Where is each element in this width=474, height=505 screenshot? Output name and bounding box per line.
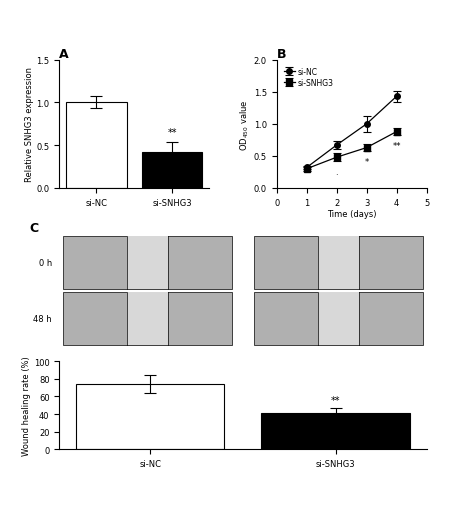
FancyBboxPatch shape [127, 292, 168, 345]
Text: B: B [277, 47, 286, 61]
FancyBboxPatch shape [63, 236, 232, 289]
FancyBboxPatch shape [63, 292, 232, 345]
Text: 48 h: 48 h [33, 314, 52, 323]
Text: *: * [365, 158, 369, 167]
Y-axis label: Relative SNHG3 expression: Relative SNHG3 expression [25, 67, 34, 182]
Legend: si-NC, si-SNHG3: si-NC, si-SNHG3 [281, 65, 337, 91]
Text: A: A [59, 47, 69, 61]
Text: **: ** [167, 127, 177, 137]
Text: **: ** [392, 142, 401, 151]
Text: .: . [335, 168, 338, 177]
X-axis label: Time (days): Time (days) [327, 210, 376, 219]
Text: 0 h: 0 h [39, 258, 52, 267]
Bar [262, 414, 410, 449]
Text: C: C [30, 222, 39, 235]
FancyBboxPatch shape [318, 236, 359, 289]
FancyBboxPatch shape [254, 236, 423, 289]
Y-axis label: OD$_{450}$ value: OD$_{450}$ value [238, 99, 251, 150]
Bar [142, 153, 202, 188]
FancyBboxPatch shape [318, 292, 359, 345]
FancyBboxPatch shape [127, 236, 168, 289]
Bar [76, 384, 224, 449]
Y-axis label: Wound healing rate (%): Wound healing rate (%) [22, 356, 31, 455]
Text: **: ** [331, 395, 340, 406]
FancyBboxPatch shape [254, 292, 423, 345]
Bar [66, 103, 127, 188]
